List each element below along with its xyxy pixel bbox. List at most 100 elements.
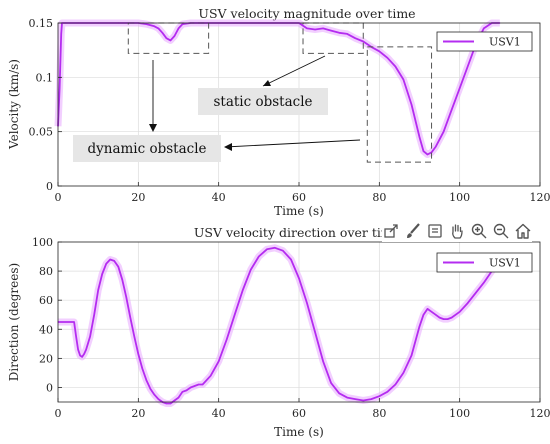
data-point: [467, 65, 469, 68]
export-icon[interactable]: [382, 222, 400, 240]
data-point: [157, 398, 159, 400]
data-point: [117, 266, 119, 268]
y-tick-label: 0: [46, 381, 53, 394]
arrowhead: [224, 143, 232, 151]
data-point: [113, 260, 115, 262]
x-tick-label: 100: [449, 407, 470, 420]
arrowhead: [149, 124, 157, 132]
data-point: [422, 314, 425, 316]
data-point: [447, 318, 449, 320]
x-tick-label: 80: [372, 407, 386, 420]
data-point: [322, 360, 324, 362]
data-point: [459, 87, 461, 89]
data-point: [282, 250, 284, 252]
y-ticks: 0 0.05 0.1 0.15: [29, 17, 62, 193]
data-point: [149, 388, 151, 390]
data-point: [258, 255, 260, 258]
data-point: [129, 317, 131, 319]
y-ticks: 0 20 40 60 80 100: [32, 236, 62, 394]
data-point: [483, 282, 485, 284]
x-ticks: 0 20 40 60 80 100 120: [55, 182, 550, 204]
data-point: [338, 392, 340, 394]
x-tick-label: 0: [55, 407, 62, 420]
y-tick-label: 100: [32, 236, 53, 249]
legend[interactable]: USV1: [436, 31, 533, 52]
data-point: [378, 395, 380, 397]
legend[interactable]: USV1: [436, 252, 533, 273]
data-point: [242, 289, 244, 291]
data-point: [459, 311, 461, 313]
data-point: [298, 277, 300, 279]
velocity-chart: USV velocity magnitude over time 0 20 40 60…: [7, 6, 550, 218]
annotation-dynamic-obstacle: dynamic obstacle: [73, 60, 361, 162]
x-tick-label: 40: [212, 191, 226, 204]
data-point: [426, 308, 429, 310]
data-point: [435, 314, 437, 316]
data-point: [194, 385, 196, 387]
data-point: [431, 151, 433, 153]
data-point: [402, 78, 404, 81]
data-point: [165, 402, 167, 405]
y-tick-label: 0.1: [36, 71, 54, 84]
data-point: [73, 321, 75, 323]
zoom-in-icon[interactable]: [470, 222, 488, 240]
x-tick-label: 100: [449, 191, 470, 204]
y-axis-label: Velocity (km/s): [7, 59, 21, 150]
data-point: [266, 248, 268, 250]
obstacle-highlight-box: [366, 46, 433, 163]
data-point: [89, 335, 91, 338]
chart-title: USV velocity magnitude over time: [198, 6, 415, 21]
data-point: [362, 40, 364, 43]
data-point: [165, 37, 167, 39]
data-point: [81, 356, 83, 358]
data-point: [79, 354, 81, 357]
y-tick-label: 80: [39, 265, 53, 278]
annotation-text: dynamic obstacle: [87, 141, 206, 157]
home-icon[interactable]: [514, 222, 532, 240]
data-point: [306, 302, 308, 304]
data-point: [60, 33, 62, 35]
data-point: [394, 65, 396, 68]
data-point: [467, 302, 469, 304]
data-point: [198, 383, 200, 386]
data-point: [386, 57, 388, 59]
data-point: [181, 23, 184, 25]
data-point: [133, 335, 135, 338]
data-point: [181, 391, 184, 393]
data-point: [218, 360, 220, 362]
data-point: [443, 318, 445, 320]
datatips-icon[interactable]: [426, 222, 444, 240]
data-point: [451, 317, 453, 319]
data-point: [443, 131, 445, 133]
data-point: [402, 372, 404, 374]
x-tick-label: 40: [212, 407, 226, 420]
data-point: [354, 37, 356, 39]
data-point: [414, 340, 417, 342]
data-point: [330, 382, 332, 384]
annotation-arrow: [262, 55, 326, 87]
pan-hand-icon[interactable]: [448, 222, 466, 240]
direction-chart: USV velocity direction over time 0 20 40 60…: [7, 225, 550, 439]
data-point: [173, 399, 176, 402]
data-point: [101, 273, 103, 275]
y-tick-label: 60: [39, 294, 53, 307]
data-point: [422, 150, 425, 152]
arrowhead: [263, 80, 271, 86]
x-tick-label: 60: [292, 407, 306, 420]
data-point: [145, 379, 147, 381]
data-point: [202, 383, 204, 386]
annotation-box: [73, 135, 221, 162]
data-point: [483, 27, 485, 29]
data-point: [153, 394, 155, 396]
data-point: [475, 292, 477, 294]
axes-toolbar: [382, 222, 532, 242]
zoom-out-icon[interactable]: [492, 222, 510, 240]
brush-icon[interactable]: [404, 222, 422, 240]
data-point: [410, 354, 413, 357]
data-point: [83, 353, 85, 355]
annotation-text: static obstacle: [213, 94, 312, 110]
data-point: [410, 103, 413, 106]
x-tick-label: 0: [55, 191, 62, 204]
x-tick-label: 60: [292, 191, 306, 204]
